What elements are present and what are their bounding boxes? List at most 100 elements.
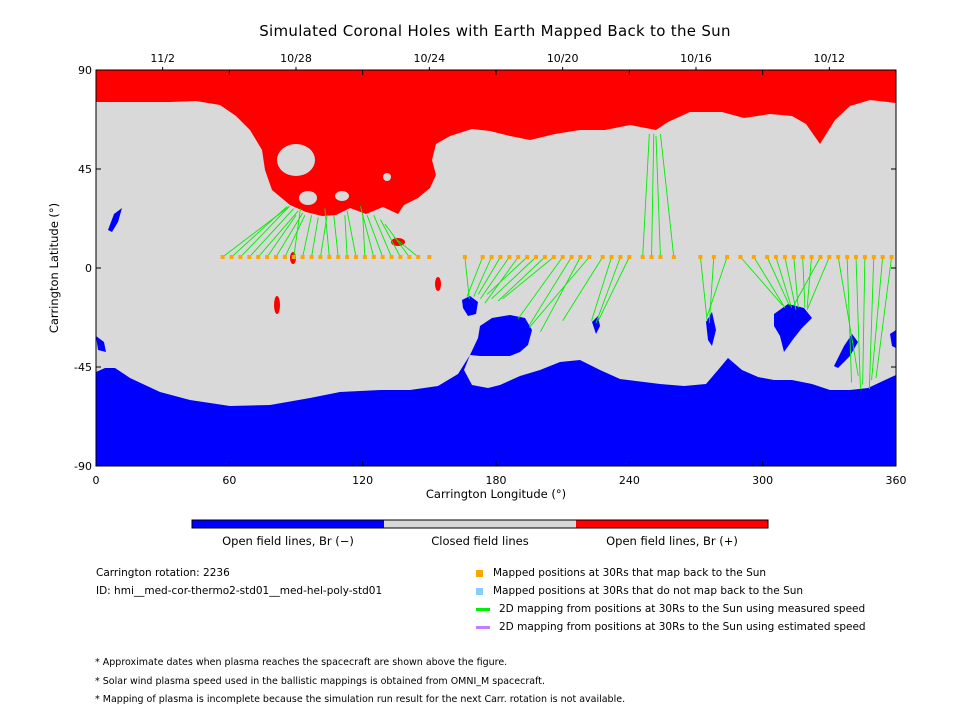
mapped-point — [862, 255, 867, 259]
x-tick-label: 60 — [222, 474, 236, 487]
mapped-point — [609, 255, 614, 259]
x-axis-label: Carrington Longitude (°) — [426, 487, 566, 501]
y-tick-label: -45 — [74, 361, 92, 374]
legend-label: 2D mapping from positions at 30Rs to the… — [499, 603, 866, 615]
feature-regions — [96, 144, 896, 368]
date-label: 10/24 — [413, 52, 445, 65]
positive-patch — [435, 277, 441, 291]
legend: Mapped positions at 30Rs that map back t… — [476, 564, 866, 636]
axis-ticks: 0 60 120 180 240 300 360 90 45 0 -45 -90 — [74, 64, 906, 487]
x-tick-label: 180 — [486, 474, 507, 487]
mapping-line — [366, 215, 384, 258]
mapped-point — [380, 255, 385, 259]
colorbar-label: Open field lines, Br (−) — [222, 534, 354, 548]
run-info: Carrington rotation: 2236 ID: hmi__med-c… — [96, 564, 382, 600]
footnotes: * Approximate dates when plasma reaches … — [95, 654, 625, 710]
mapping-line — [784, 256, 797, 310]
mapping-line — [862, 256, 866, 385]
mapped-point — [516, 255, 521, 259]
mapped-point — [725, 255, 730, 259]
colorbar-segment — [192, 520, 384, 528]
mapping-lines — [222, 133, 893, 390]
mapped-point — [698, 255, 703, 259]
mapped-point — [291, 255, 296, 259]
colorbar-segment — [384, 520, 576, 528]
mapping-line — [642, 133, 650, 258]
mapped-point — [854, 255, 858, 259]
mapped-point — [525, 255, 530, 259]
mapped-point — [560, 255, 565, 259]
x-tick-label: 120 — [352, 474, 373, 487]
mapping-line — [528, 256, 572, 326]
negative-patch — [108, 208, 122, 232]
negative-patch — [890, 330, 896, 348]
mapped-point — [229, 255, 234, 259]
mapping-line — [344, 215, 348, 258]
mapped-point — [627, 255, 632, 259]
map-area — [96, 70, 896, 466]
mapped-point — [247, 255, 252, 259]
date-label: 10/16 — [680, 52, 712, 65]
mapped-point — [618, 255, 623, 259]
mapped-point — [498, 255, 503, 259]
date-label: 10/20 — [547, 52, 579, 65]
mapped-point — [671, 255, 676, 259]
mapped-point — [398, 255, 403, 259]
mapping-line — [655, 135, 661, 258]
mapping-line — [708, 256, 715, 324]
mapped-point — [389, 255, 394, 259]
mapped-point — [238, 255, 243, 259]
mapping-line — [333, 215, 339, 258]
mapped-point — [345, 255, 350, 259]
mapping-line — [293, 208, 301, 258]
mapping-line — [484, 256, 519, 304]
mapping-line — [502, 256, 555, 300]
mapped-point — [765, 255, 770, 259]
mapping-line — [528, 256, 590, 328]
mapping-line — [311, 217, 319, 258]
mapping-line — [597, 256, 630, 321]
closed-island — [299, 191, 317, 205]
mapped-point — [871, 255, 876, 259]
south-negative-cap — [96, 315, 896, 466]
mapped-point — [309, 255, 314, 259]
mapped-point — [274, 255, 278, 259]
mapping-line — [373, 215, 392, 258]
mapping-line — [466, 256, 484, 297]
mapping-line — [266, 214, 297, 258]
negative-patch — [462, 296, 478, 316]
mapped-point — [371, 255, 376, 259]
lightblue-square-icon — [476, 587, 483, 595]
x-tick-label: 240 — [619, 474, 640, 487]
mapping-line — [257, 210, 299, 258]
date-label: 10/12 — [813, 52, 845, 65]
colorbar-label: Open field lines, Br (+) — [606, 534, 738, 548]
mapping-line — [775, 256, 792, 308]
carrington-rotation: Carrington rotation: 2236 — [96, 567, 230, 579]
mapping-line — [875, 256, 893, 379]
y-tick-label: 45 — [78, 163, 92, 176]
footnote: * Solar wind plasma speed used in the ba… — [95, 675, 545, 687]
mapping-line — [477, 256, 501, 295]
mapped-point — [640, 255, 645, 259]
colorbar-frame — [191, 519, 769, 529]
legend-item-unmapped: Mapped positions at 30Rs that do not map… — [476, 582, 866, 600]
mapping-line — [871, 256, 884, 381]
mapped-point — [738, 255, 743, 259]
mapping-line — [284, 215, 306, 258]
x-tick-label: 0 — [93, 474, 100, 487]
mapped-point — [649, 255, 654, 259]
mapped-points — [220, 255, 894, 259]
mapping-line — [517, 256, 564, 319]
colorbar-label: Closed field lines — [431, 534, 529, 548]
mapping-line — [591, 256, 612, 321]
negative-patch — [96, 336, 106, 352]
colorbar: Open field lines, Br (−) Closed field lin… — [191, 519, 769, 548]
mapped-point — [542, 255, 547, 259]
mapping-line — [562, 256, 604, 322]
mapped-point — [782, 255, 787, 259]
mapped-point — [265, 255, 270, 259]
mapped-point — [818, 255, 823, 259]
mapping-line — [380, 219, 401, 258]
legend-item-measured: 2D mapping from positions at 30Rs to the… — [476, 600, 866, 618]
